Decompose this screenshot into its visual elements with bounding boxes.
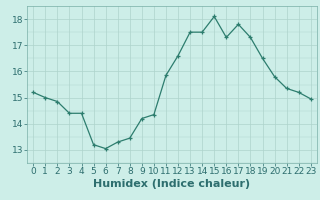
X-axis label: Humidex (Indice chaleur): Humidex (Indice chaleur) (93, 179, 251, 189)
